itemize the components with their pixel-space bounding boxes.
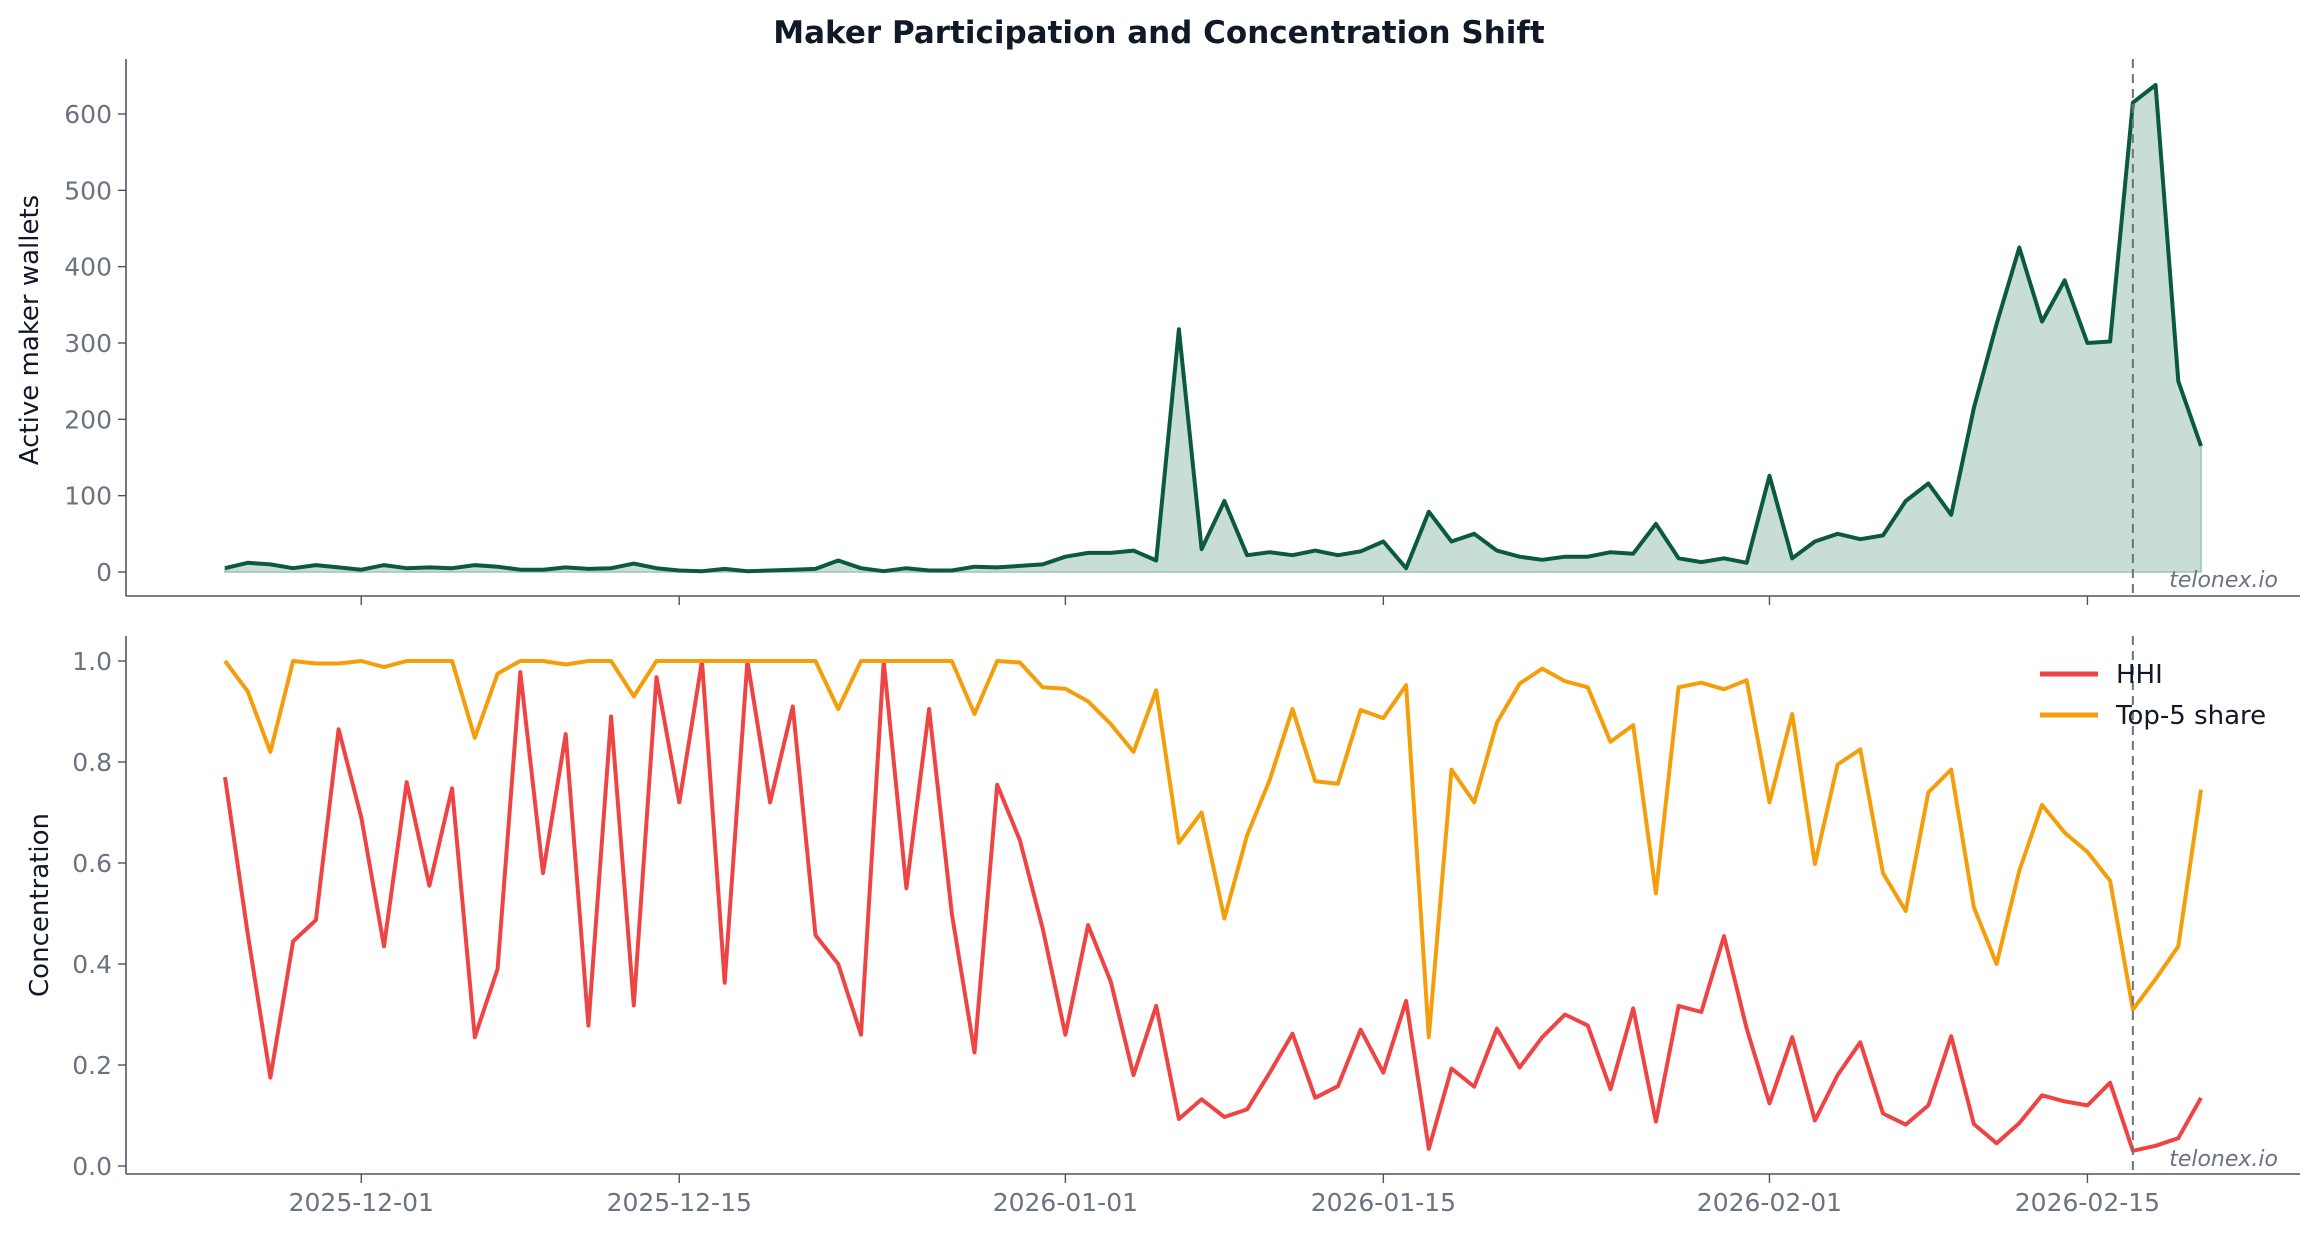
y-tick-label: 100 — [64, 482, 112, 511]
watermark: telonex.io — [2169, 568, 2278, 593]
y-tick-label: 0.8 — [72, 748, 112, 777]
chart-title: Maker Participation and Concentration Sh… — [773, 15, 1545, 51]
top-y-axis-label: Active maker wallets — [15, 195, 45, 465]
x-tick-label: 2025-12-01 — [289, 1188, 434, 1217]
legend-label: HHI — [2116, 660, 2163, 690]
area-fill — [224, 83, 2202, 573]
y-tick-label: 300 — [64, 329, 112, 358]
x-tick-label: 2025-12-15 — [607, 1188, 752, 1217]
x-tick-label: 2026-01-15 — [1311, 1188, 1456, 1217]
y-tick-label: 0.0 — [72, 1152, 112, 1181]
legend: HHI Top-5 share — [2040, 660, 2266, 731]
y-tick-label: 0.6 — [72, 849, 112, 878]
bottom-panel: 0.0 0.2 0.4 0.6 0.8 1.0 2025-12-01 2025-12-15 20… — [72, 636, 2300, 1217]
series-line-active-makers — [224, 83, 2203, 574]
top-panel: 0 100 200 300 400 500 600 telonex.io — [64, 59, 2300, 605]
watermark: telonex.io — [2169, 1147, 2278, 1172]
y-tick-label: 0.2 — [72, 1051, 112, 1080]
y-tick-label: 400 — [64, 253, 112, 282]
y-tick-label: 500 — [64, 176, 112, 205]
x-tick-label: 2026-01-01 — [993, 1188, 1138, 1217]
y-tick-label: 0.4 — [72, 950, 112, 979]
x-tick-label: 2026-02-01 — [1697, 1188, 1842, 1217]
x-tick-label: 2026-02-15 — [2015, 1188, 2160, 1217]
y-tick-label: 0 — [96, 558, 112, 587]
series-line-top-5-share — [223, 659, 2203, 1040]
y-tick-label: 1.0 — [72, 647, 112, 676]
legend-label: Top-5 share — [2115, 701, 2266, 731]
series-line-hhi — [223, 659, 2203, 1153]
y-tick-label: 200 — [64, 405, 112, 434]
bottom-y-axis-label: Concentration — [25, 813, 55, 997]
y-tick-label: 600 — [64, 100, 112, 129]
